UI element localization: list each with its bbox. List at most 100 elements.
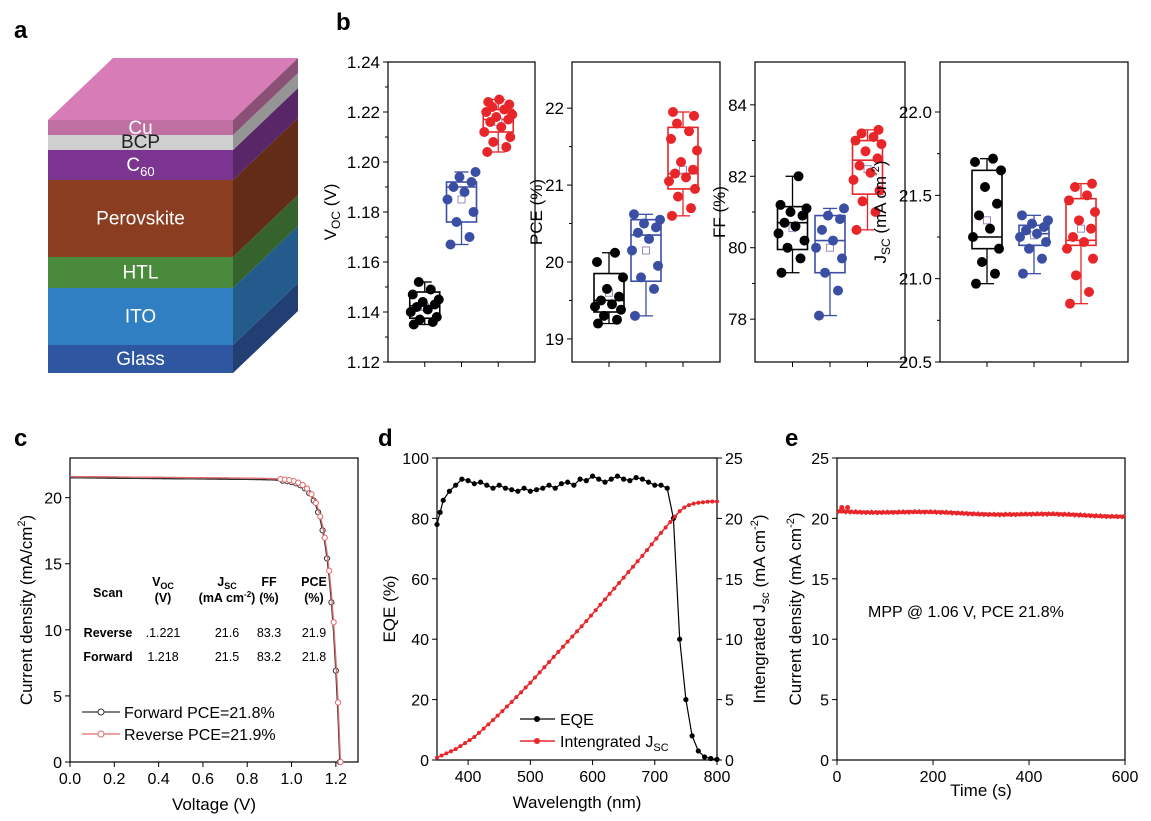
- data-point: [672, 118, 682, 129]
- x-axis-label: Voltage (V): [172, 795, 256, 814]
- jv-marker: [321, 534, 328, 541]
- jsc-point: [444, 751, 449, 756]
- data-point: [433, 294, 444, 305]
- jsc-point: [696, 500, 701, 505]
- box-group-best: [848, 124, 887, 235]
- jsc-point: [463, 741, 467, 746]
- jv-marker: [312, 499, 320, 507]
- box-plot-b1: 1.12 1.14 1.16 1.18 1.20 1.22 1.24 VOC (V): [321, 53, 536, 372]
- eqe-point: [602, 479, 608, 485]
- data-point: [1015, 232, 1025, 242]
- eqe-point: [527, 488, 533, 494]
- y-tick-label: 40: [411, 632, 429, 649]
- data-point: [629, 209, 639, 220]
- eqe-point: [652, 482, 658, 488]
- data-point: [614, 291, 624, 302]
- jsc-point: [584, 619, 589, 624]
- eqe-point: [683, 697, 689, 703]
- data-point: [876, 139, 887, 150]
- jsc-point: [575, 629, 579, 634]
- data-point: [857, 196, 868, 207]
- eqe-point: [689, 733, 695, 739]
- data-point: [854, 160, 865, 171]
- table-cell: 21.6: [215, 626, 239, 640]
- jsc-point: [472, 735, 477, 740]
- data-point: [664, 176, 674, 187]
- y-right-tick-label: 0: [725, 753, 734, 770]
- jsc-point: [495, 713, 500, 718]
- data-point: [507, 109, 518, 120]
- eqe-point: [437, 509, 443, 515]
- table-header: JSC: [217, 575, 237, 591]
- x-tick-label: 600: [1112, 769, 1139, 786]
- y-right-tick-label: 5: [725, 693, 734, 710]
- y-tick-label: 60: [411, 572, 429, 589]
- table-header-unit: (V): [155, 591, 172, 605]
- y-axis-label: EQE (%): [380, 575, 399, 642]
- layer-front-5: [48, 288, 233, 345]
- jsc-point: [589, 613, 593, 618]
- y-tick-label: 25: [811, 451, 829, 468]
- layer-front-1: [48, 135, 233, 150]
- jsc-point: [640, 553, 645, 558]
- data-point: [422, 304, 433, 315]
- data-point: [639, 218, 649, 229]
- jv-marker: [326, 567, 333, 574]
- x-axis-label: Wavelength (nm): [513, 793, 642, 812]
- data-point: [793, 171, 804, 182]
- eqe-point: [627, 478, 633, 484]
- box-plots: 1.12 1.14 1.16 1.18 1.20 1.22 1.24 VOC (V) 19 20 2…: [321, 53, 1129, 372]
- box-iqr: [971, 169, 1003, 250]
- y-tick-label: 20.5: [899, 353, 932, 372]
- eqe-point: [664, 485, 670, 491]
- eqe-point: [477, 479, 484, 485]
- legend-marker: [534, 716, 540, 722]
- data-point: [596, 295, 606, 306]
- data-point: [616, 304, 626, 315]
- jv-marker: [303, 485, 311, 492]
- data-point: [837, 253, 847, 264]
- panel-label-b: b: [336, 9, 351, 36]
- y-tick-label: 100: [402, 451, 429, 468]
- data-point: [782, 242, 793, 253]
- eqe-chart: 400 500 600 700 8000204060801000510152025Wav…: [380, 451, 772, 812]
- box-mean: [642, 246, 650, 255]
- eqe-point: [552, 485, 558, 491]
- x-tick-label: 200: [920, 769, 947, 786]
- data-point: [1017, 210, 1027, 221]
- box-group-mid: [1015, 210, 1053, 279]
- y-tick-label: 20: [44, 491, 62, 508]
- y-tick-label: 20: [545, 253, 564, 272]
- data-point: [466, 177, 477, 187]
- stack-top-face: [48, 58, 298, 120]
- jsc-point: [435, 755, 439, 760]
- data-point: [692, 145, 702, 156]
- jsc-point: [659, 530, 663, 535]
- plot-frame: [571, 61, 721, 363]
- data-point: [1032, 228, 1042, 239]
- x-tick-label: 0.6: [192, 771, 214, 788]
- layer-side-4: [233, 195, 298, 288]
- data-point: [828, 235, 838, 246]
- eqe-point: [453, 482, 459, 488]
- legend-marker: [534, 738, 540, 744]
- box-group-mid: [627, 209, 665, 321]
- data-point: [681, 172, 691, 183]
- eqe-point: [459, 476, 465, 482]
- jsc-point: [561, 644, 565, 649]
- jsc-point: [514, 695, 519, 700]
- jsc-point: [579, 624, 584, 629]
- y-tick-label: 1.18: [347, 203, 380, 222]
- layer-side-5: [233, 226, 298, 345]
- data-point: [977, 257, 987, 267]
- data-point: [491, 112, 502, 122]
- x-axis-label: Time (s): [950, 781, 1012, 800]
- data-point: [445, 239, 456, 250]
- eqe-point: [639, 476, 645, 482]
- data-point: [593, 318, 603, 329]
- data-point: [668, 107, 678, 117]
- data-point: [459, 187, 470, 197]
- jsc-point: [477, 730, 481, 735]
- data-point: [610, 247, 620, 258]
